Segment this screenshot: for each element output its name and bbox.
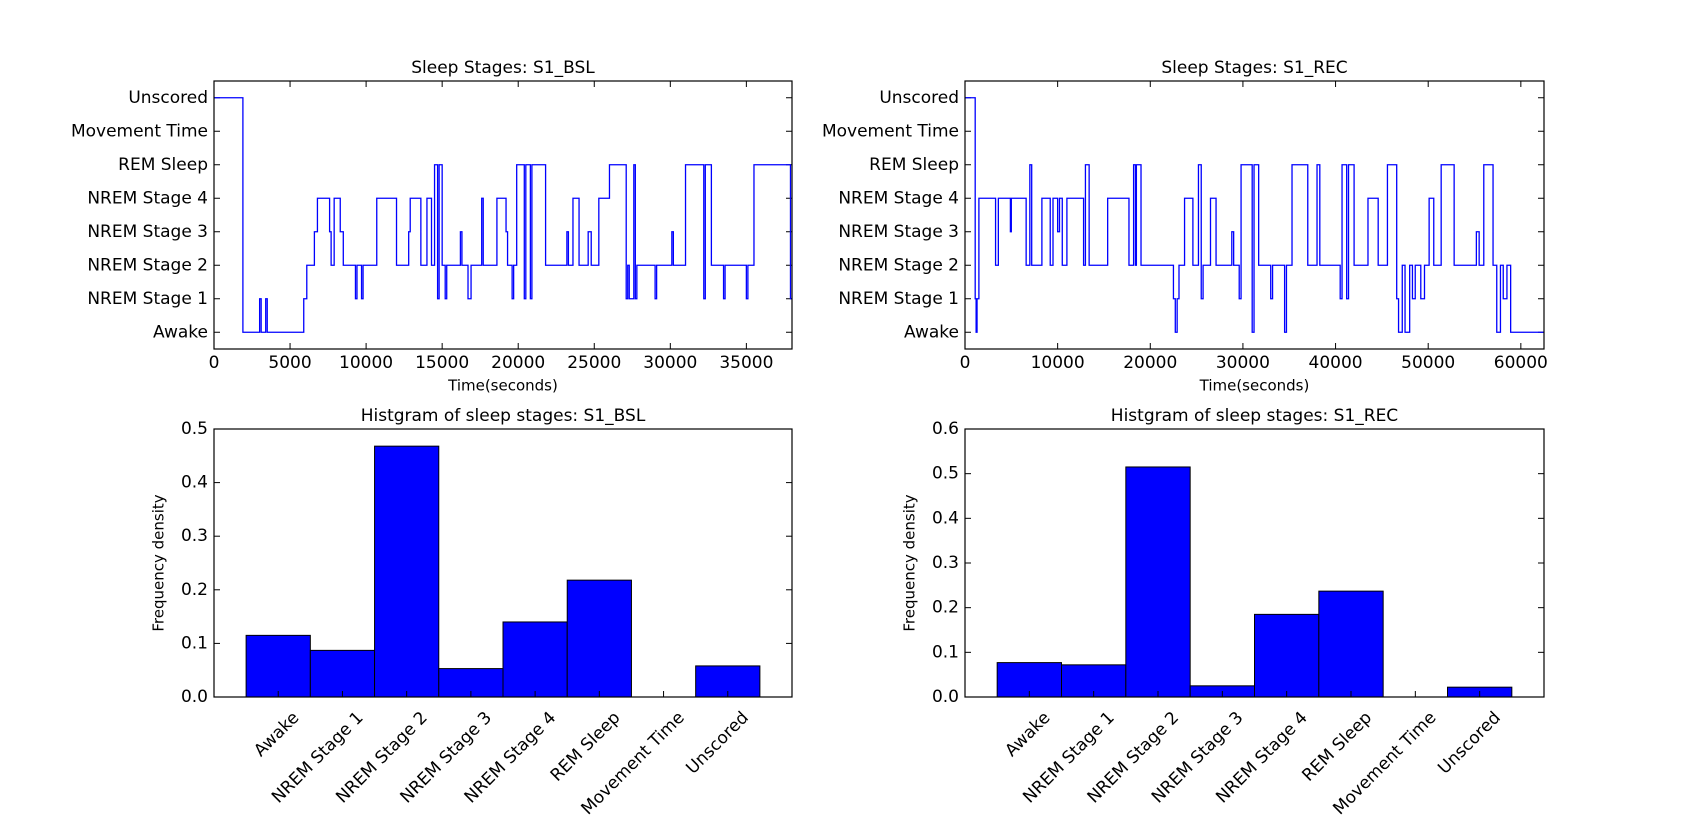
chart-title: Sleep Stages: S1_BSL bbox=[411, 58, 595, 78]
y-tick-label: 0.1 bbox=[932, 642, 959, 662]
x-axis-label: Time(seconds) bbox=[1199, 377, 1310, 395]
y-tick-label: 0.0 bbox=[932, 687, 959, 707]
y-tick-label: 0.1 bbox=[181, 633, 208, 653]
x-tick-label: 30000 bbox=[643, 353, 697, 373]
y-tick-label: 0.4 bbox=[932, 508, 959, 528]
y-tick-label: 0.4 bbox=[181, 473, 208, 493]
bar bbox=[695, 665, 761, 698]
axes-frame bbox=[213, 428, 793, 698]
y-tick-label: Awake bbox=[904, 322, 959, 342]
bar bbox=[309, 649, 376, 698]
y-axis-label: Frequency density bbox=[901, 494, 919, 631]
x-tick-label: Unscored bbox=[682, 708, 752, 778]
x-tick-label: 40000 bbox=[1309, 353, 1363, 373]
x-tick-label: 0 bbox=[960, 353, 971, 373]
y-tick-label: REM Sleep bbox=[118, 155, 208, 175]
y-tick-label: 0.2 bbox=[181, 580, 208, 600]
axes-frame bbox=[213, 80, 793, 350]
y-tick-label: NREM Stage 2 bbox=[838, 255, 959, 275]
x-tick-label: 20000 bbox=[491, 353, 545, 373]
x-axis-label: Time(seconds) bbox=[447, 377, 558, 395]
step-line bbox=[965, 97, 1544, 333]
y-tick-label: Awake bbox=[153, 322, 208, 342]
y-tick-label: NREM Stage 4 bbox=[87, 188, 208, 208]
y-tick-label: 0.5 bbox=[932, 464, 959, 484]
y-tick-label: Unscored bbox=[879, 88, 959, 108]
y-tick-label: NREM Stage 2 bbox=[87, 255, 208, 275]
x-tick-label: 10000 bbox=[1031, 353, 1085, 373]
x-tick-label: Awake bbox=[250, 708, 303, 761]
x-tick-label: 15000 bbox=[415, 353, 469, 373]
bar bbox=[1125, 466, 1191, 698]
y-tick-label: NREM Stage 1 bbox=[87, 289, 208, 309]
y-tick-label: REM Sleep bbox=[869, 155, 959, 175]
x-tick-label: 0 bbox=[209, 353, 220, 373]
x-tick-label: Unscored bbox=[1434, 708, 1504, 778]
bar bbox=[245, 634, 311, 698]
y-tick-label: 0.6 bbox=[932, 419, 959, 439]
bar bbox=[566, 579, 632, 698]
bar bbox=[502, 621, 568, 698]
x-tick-label: 60000 bbox=[1494, 353, 1548, 373]
x-tick-label: 10000 bbox=[339, 353, 393, 373]
step-line bbox=[214, 97, 792, 333]
chart-title: Histgram of sleep stages: S1_REC bbox=[1111, 406, 1398, 426]
x-tick-label: 5000 bbox=[268, 353, 311, 373]
axes-frame bbox=[964, 428, 1545, 698]
x-tick-label: 30000 bbox=[1216, 353, 1270, 373]
chart-title: Sleep Stages: S1_REC bbox=[1161, 58, 1347, 78]
y-tick-label: 0.2 bbox=[932, 598, 959, 618]
y-tick-label: NREM Stage 3 bbox=[87, 222, 208, 242]
x-tick-label: 25000 bbox=[567, 353, 621, 373]
bar bbox=[1318, 590, 1384, 698]
x-tick-label: 35000 bbox=[719, 353, 773, 373]
y-tick-label: Unscored bbox=[128, 88, 208, 108]
y-tick-label: Movement Time bbox=[822, 121, 959, 141]
y-axis-label: Frequency density bbox=[150, 494, 168, 631]
x-tick-label: 50000 bbox=[1401, 353, 1455, 373]
x-tick-label: 20000 bbox=[1123, 353, 1177, 373]
y-tick-label: 0.5 bbox=[181, 419, 208, 439]
bar bbox=[374, 445, 440, 698]
y-tick-label: Movement Time bbox=[71, 121, 208, 141]
y-tick-label: NREM Stage 1 bbox=[838, 289, 959, 309]
y-tick-label: 0.3 bbox=[181, 526, 208, 546]
y-tick-label: 0.0 bbox=[181, 687, 208, 707]
y-tick-label: NREM Stage 3 bbox=[838, 222, 959, 242]
x-tick-label: Awake bbox=[1001, 708, 1054, 761]
chart-title: Histgram of sleep stages: S1_BSL bbox=[361, 406, 646, 426]
axes-frame bbox=[964, 80, 1545, 350]
bar bbox=[1254, 613, 1320, 698]
y-tick-label: NREM Stage 4 bbox=[838, 188, 959, 208]
y-tick-label: 0.3 bbox=[932, 553, 959, 573]
